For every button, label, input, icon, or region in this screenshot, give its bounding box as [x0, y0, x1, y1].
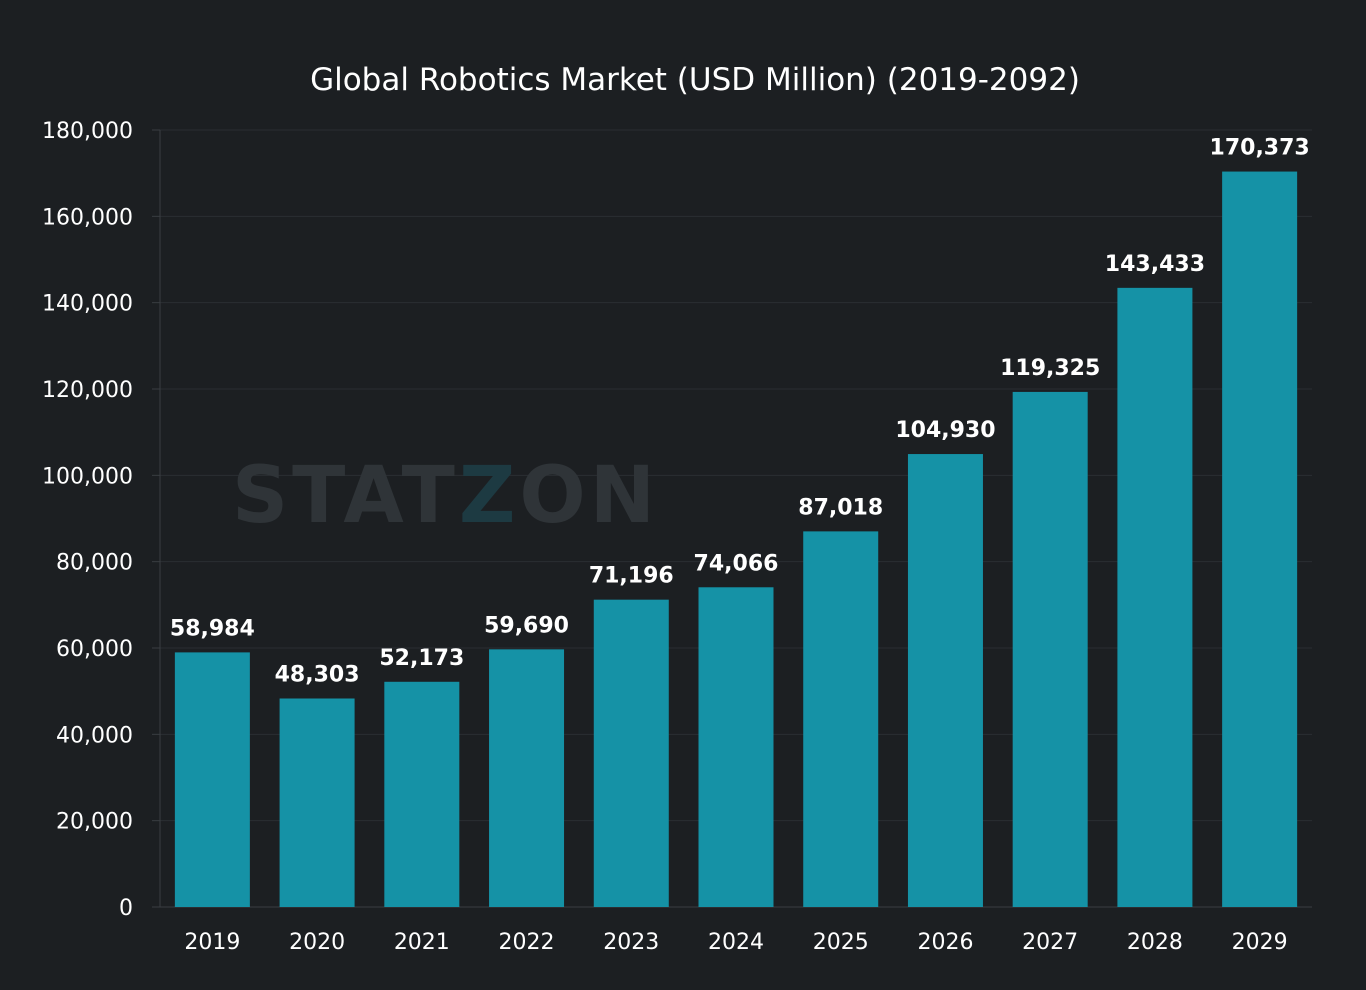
bars: 58,984 48,303 52,173 59,690 71,196 74,066 87,0… — [170, 136, 1310, 908]
x-tick-label: 2020 — [289, 930, 345, 955]
bar-2025 — [803, 531, 879, 907]
data-label: 74,066 — [694, 551, 779, 576]
data-label: 87,018 — [798, 495, 883, 520]
data-label: 58,984 — [170, 616, 255, 641]
x-tick-label: 2022 — [499, 930, 555, 955]
data-label: 119,325 — [1000, 356, 1100, 381]
data-label: 104,930 — [895, 418, 995, 443]
data-label: 170,373 — [1210, 136, 1310, 161]
y-tick-label: 60,000 — [56, 637, 133, 662]
watermark-logo: STATZON — [232, 451, 659, 541]
x-tick-label: 2021 — [394, 930, 450, 955]
y-tick-label: 0 — [119, 896, 133, 921]
x-tick-label: 2019 — [184, 930, 240, 955]
data-label: 59,690 — [484, 613, 569, 638]
y-tick-label: 180,000 — [42, 119, 133, 144]
y-tick-label: 160,000 — [42, 205, 133, 230]
bar-2021 — [384, 681, 460, 907]
bar-2026 — [907, 454, 983, 907]
data-label: 71,196 — [589, 564, 674, 589]
x-tick-label: 2023 — [603, 930, 659, 955]
y-tick-label: 40,000 — [56, 723, 133, 748]
x-tick-label: 2028 — [1127, 930, 1183, 955]
data-label: 52,173 — [379, 646, 464, 671]
x-tick-label: 2025 — [813, 930, 869, 955]
y-tick-label: 100,000 — [42, 464, 133, 489]
chart-title: Global Robotics Market (USD Million) (20… — [310, 62, 1080, 98]
y-tick-label: 80,000 — [56, 551, 133, 576]
bar-2029 — [1222, 171, 1298, 908]
data-label: 48,303 — [275, 662, 360, 687]
bar-2028 — [1117, 287, 1193, 908]
x-tick-label: 2027 — [1022, 930, 1078, 955]
data-label: 143,433 — [1105, 252, 1205, 277]
y-tick-label: 20,000 — [56, 810, 133, 835]
bar-2027 — [1012, 391, 1088, 907]
bar-2019 — [174, 652, 250, 907]
bar-2023 — [593, 599, 669, 907]
x-axis: 2019 2020 2021 2022 2023 2024 2025 2026 2027 2028… — [184, 930, 1287, 955]
y-axis: 0 20,000 40,000 60,000 80,000 100,000 120,000 1… — [42, 119, 160, 921]
bar-2020 — [279, 698, 355, 907]
bar-2024 — [698, 587, 774, 907]
bar-2022 — [489, 649, 565, 907]
y-tick-label: 140,000 — [42, 292, 133, 317]
x-tick-label: 2024 — [708, 930, 764, 955]
x-tick-label: 2029 — [1232, 930, 1288, 955]
y-tick-label: 120,000 — [42, 378, 133, 403]
x-tick-label: 2026 — [917, 930, 973, 955]
